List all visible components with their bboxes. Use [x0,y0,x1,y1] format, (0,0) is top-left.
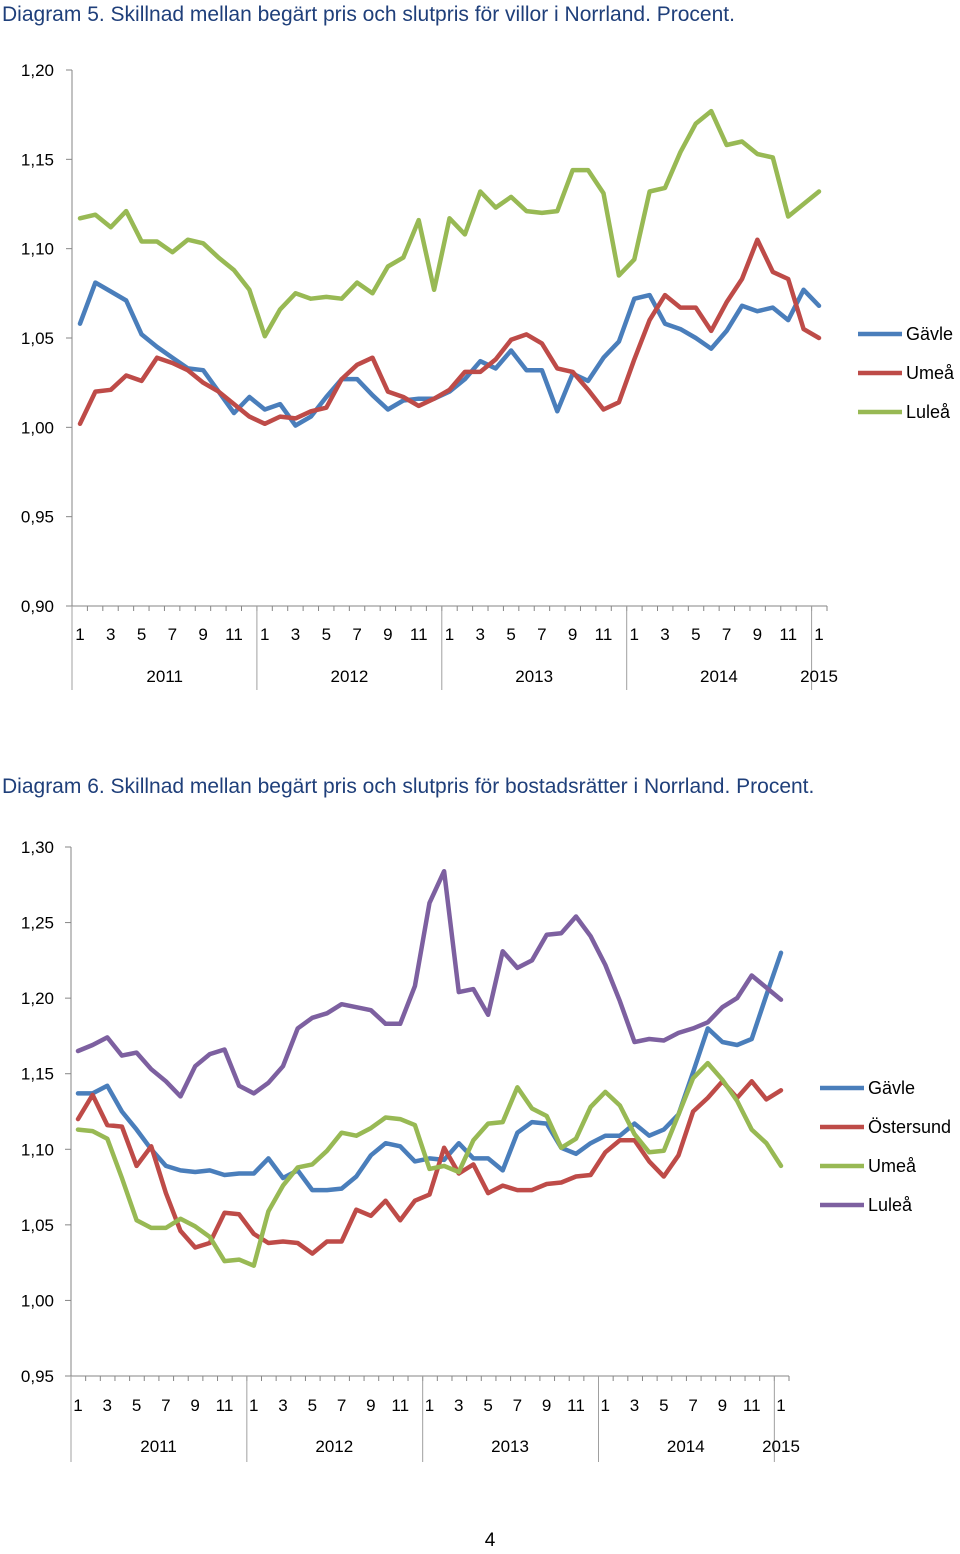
x-tick-label: 1 [601,1396,610,1415]
y-tick-label: 1,00 [21,1291,54,1310]
series-line-gävle [75,950,784,1193]
x-tick-label: 9 [198,625,207,644]
x-tick-label: 1 [260,625,269,644]
page-number: 4 [484,1530,496,1551]
year-label: 2013 [491,1437,529,1456]
x-tick-label: 9 [753,625,762,644]
villa-price-chart: 0,900,951,001,051,101,151,201 3 5 7 9 11 1 3 5 7 9… [21,61,955,690]
x-tick-label: 5 [659,1396,668,1415]
x-tick-label: 1 [73,1396,82,1415]
x-tick-label: 3 [660,625,669,644]
y-tick-label: 1,30 [21,838,54,857]
x-tick-label: 5 [132,1396,141,1415]
y-tick-label: 1,20 [21,989,54,1008]
x-tick-label: 9 [568,625,577,644]
legend-label: Umeå [868,1156,917,1176]
y-tick-label: 1,00 [21,418,54,437]
chart-title-diagram-6: Diagram 6. Skillnad mellan begärt pris o… [2,775,815,798]
x-tick-label: 11 [567,1396,585,1415]
year-label: 2011 [140,1437,177,1456]
x-tick-label: 5 [322,625,331,644]
series-line-luleå [75,868,784,1099]
y-tick-label: 1,15 [21,1065,54,1084]
x-tick-label: 7 [722,625,731,644]
year-label: 2014 [667,1437,705,1456]
x-tick-label: 3 [103,1396,112,1415]
x-tick-label: 3 [476,625,485,644]
y-tick-label: 0,95 [21,508,54,527]
year-label: 2015 [762,1437,800,1456]
x-tick-label: 1 [249,1396,258,1415]
x-tick-label: 5 [308,1396,317,1415]
series-line-östersund [75,1079,784,1256]
x-tick-label: 1 [425,1396,434,1415]
y-tick-label: 1,05 [21,329,54,348]
x-tick-label: 5 [691,625,700,644]
x-tick-label: 11 [391,1396,409,1415]
x-tick-label: 7 [537,625,546,644]
x-tick-label: 3 [278,1396,287,1415]
x-tick-label: 11 [595,625,613,644]
x-tick-label: 11 [410,625,428,644]
legend-label: Gävle [906,324,953,344]
x-tick-label: 1 [445,625,454,644]
year-label: 2013 [515,667,553,686]
year-label: 2014 [700,667,738,686]
year-label: 2012 [315,1437,353,1456]
x-tick-label: 5 [506,625,515,644]
x-tick-label: 1 [75,625,84,644]
legend-label: Östersund [868,1117,951,1137]
x-tick-label: 7 [337,1396,346,1415]
series-line-luleå [77,108,822,339]
x-tick-label: 5 [137,625,146,644]
x-tick-label: 11 [216,1396,234,1415]
chart-title-diagram-5: Diagram 5. Skillnad mellan begärt pris o… [2,3,735,26]
x-tick-label: 7 [688,1396,697,1415]
x-tick-label: 9 [383,625,392,644]
year-label: 2012 [331,667,369,686]
y-tick-label: 0,95 [21,1367,54,1386]
x-tick-label: 9 [190,1396,199,1415]
series-line-umeå [75,1060,784,1268]
x-tick-label: 7 [513,1396,522,1415]
y-tick-label: 1,10 [21,1140,54,1159]
x-tick-label: 11 [225,625,243,644]
legend-label: Luleå [906,402,951,422]
x-tick-label: 7 [168,625,177,644]
x-tick-label: 3 [106,625,115,644]
x-tick-label: 3 [630,1396,639,1415]
y-tick-label: 1,15 [21,150,54,169]
x-tick-label: 1 [776,1396,785,1415]
x-tick-label: 5 [483,1396,492,1415]
apartment-price-chart: 0,951,001,051,101,151,201,251,301 3 5 7 9 11 1… [21,838,951,1462]
legend-label: Umeå [906,363,955,383]
year-label: 2015 [800,667,838,686]
y-tick-label: 1,05 [21,1216,54,1235]
x-tick-label: 9 [718,1396,727,1415]
x-tick-label: 7 [161,1396,170,1415]
x-tick-label: 3 [291,625,300,644]
year-label: 2011 [146,667,183,686]
x-tick-label: 7 [352,625,361,644]
y-tick-label: 1,20 [21,61,54,80]
y-tick-label: 1,10 [21,240,54,259]
x-tick-label: 11 [779,625,797,644]
x-tick-label: 1 [814,625,823,644]
x-tick-label: 3 [454,1396,463,1415]
y-tick-label: 1,25 [21,914,54,933]
legend-label: Gävle [868,1078,915,1098]
legend-label: Luleå [868,1195,913,1215]
x-tick-label: 11 [743,1396,761,1415]
x-tick-label: 9 [366,1396,375,1415]
y-tick-label: 0,90 [21,597,54,616]
x-tick-label: 1 [630,625,639,644]
x-tick-label: 9 [542,1396,551,1415]
series-line-umeå [77,237,822,427]
